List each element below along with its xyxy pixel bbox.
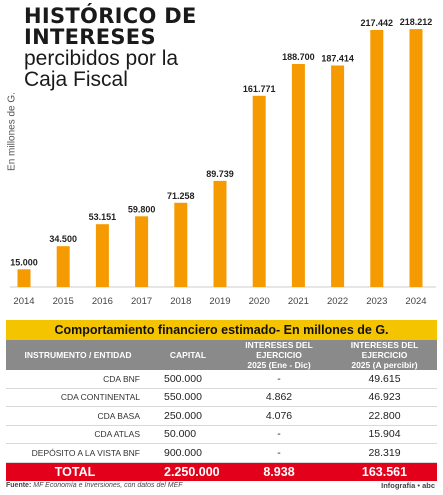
row-interest: 4.862: [226, 388, 332, 407]
bar-2019: [213, 180, 227, 287]
row-capital: 50.000: [150, 425, 226, 444]
title-line-2: INTERESES: [24, 25, 156, 49]
bar-2015: [56, 246, 70, 287]
bar-2014: [17, 269, 31, 287]
title-line-4: Caja Fiscal: [24, 68, 128, 91]
row-pending: 46.923: [332, 388, 437, 407]
value-label-2018: 71.258: [167, 191, 195, 201]
tick-label-2022: 2022: [327, 296, 348, 307]
table-header-row: INSTRUMENTO / ENTIDAD CAPITAL INTERESES …: [6, 340, 437, 370]
title-line-1: HISTÓRICO DE: [24, 4, 197, 28]
row-instrument: CDA ATLAS: [6, 425, 150, 444]
tick-label-2021: 2021: [288, 296, 309, 307]
financial-table: INSTRUMENTO / ENTIDAD CAPITAL INTERESES …: [6, 340, 437, 481]
row-instrument: CDA BNF: [6, 370, 150, 389]
total-pending: 163.561: [332, 462, 437, 481]
row-instrument: CDA BASA: [6, 406, 150, 426]
source-note: Fuente: MF Economía e Inversiones, con d…: [6, 482, 183, 489]
bar-chart: 15.000 34.500 53.151 59.800 71.258 89.739 161.…: [10, 17, 436, 307]
tick-label-2024: 2024: [405, 296, 426, 307]
value-labels-layer: 15.000 34.500 53.151 59.800 71.258 89.739 161.…: [10, 17, 432, 267]
row-capital: 900.000: [150, 443, 226, 463]
row-pending: 22.800: [332, 406, 437, 426]
bar-2017: [135, 216, 149, 287]
row-capital: 500.000: [150, 370, 226, 389]
title-line-3: percibidos por la: [24, 47, 179, 70]
value-label-2014: 15.000: [10, 257, 38, 267]
table-row: DEPÓSITO A LA VISTA BNF 900.000 - 28.319: [6, 443, 437, 463]
row-instrument: DEPÓSITO A LA VISTA BNF: [6, 443, 150, 463]
source-text: MF Economía e Inversiones, con datos del…: [33, 482, 183, 489]
bars-layer: [17, 29, 423, 287]
table-row: CDA CONTINENTAL 550.000 4.862 46.923: [6, 388, 437, 407]
table-title: Comportamiento financiero estimado- En m…: [6, 320, 437, 340]
value-label-2019: 89.739: [206, 169, 234, 179]
value-label-2015: 34.500: [49, 234, 77, 244]
header-interest-line1: INTERESES DEL EJERCICIO: [245, 340, 313, 360]
tick-label-2019: 2019: [209, 296, 230, 307]
bar-2023: [370, 30, 384, 287]
value-label-2020: 161.771: [243, 84, 276, 94]
row-interest: 4.076: [226, 406, 332, 426]
value-label-2017: 59.800: [128, 204, 156, 214]
row-pending: 49.615: [332, 370, 437, 389]
row-interest: -: [226, 425, 332, 444]
row-pending: 15.904: [332, 425, 437, 444]
tick-label-2020: 2020: [249, 296, 270, 307]
y-axis-label: En millones de G.: [6, 92, 18, 171]
header-interest: INTERESES DEL EJERCICIO 2025 (Ene - Dic): [226, 340, 332, 370]
header-pending-line1: INTERESES DEL EJERCICIO: [350, 340, 419, 360]
tick-label-2017: 2017: [131, 296, 152, 307]
value-label-2022: 187.414: [321, 54, 354, 64]
value-label-2024: 218.212: [400, 17, 433, 27]
row-capital: 550.000: [150, 388, 226, 407]
row-interest: -: [226, 370, 332, 389]
total-row: TOTAL 2.250.000 8.938 163.561: [6, 462, 437, 481]
header-interest-line2: 2025 (Ene - Dic): [247, 360, 311, 370]
tick-labels-layer: 2014 2015 2016 2017 2018 2019 2020 2021 2022 2023…: [13, 296, 426, 307]
total-interest: 8.938: [226, 462, 332, 481]
tick-label-2016: 2016: [92, 296, 113, 307]
bar-2020: [252, 95, 266, 287]
total-capital: 2.250.000: [150, 462, 226, 481]
header-pending: INTERESES DEL EJERCICIO 2025 (A percibir): [332, 340, 437, 370]
row-instrument: CDA CONTINENTAL: [6, 388, 150, 407]
tick-label-2015: 2015: [53, 296, 74, 307]
header-capital: CAPITAL: [150, 340, 226, 370]
row-capital: 250.000: [150, 406, 226, 426]
bar-2022: [331, 65, 345, 287]
bar-2016: [95, 224, 109, 287]
table-row: CDA ATLAS 50.000 - 15.904: [6, 425, 437, 444]
source-label: Fuente:: [6, 482, 32, 489]
value-label-2023: 217.442: [361, 18, 394, 28]
bar-2024: [409, 29, 423, 287]
row-interest: -: [226, 443, 332, 463]
value-label-2016: 53.151: [89, 212, 117, 222]
chart-title: HISTÓRICO DE INTERESES percibidos por la…: [24, 4, 214, 91]
value-label-2021: 188.700: [282, 52, 315, 62]
tick-label-2014: 2014: [13, 296, 34, 307]
total-label: TOTAL: [6, 462, 150, 481]
header-instrument: INSTRUMENTO / ENTIDAD: [6, 340, 150, 370]
bar-2021: [291, 64, 305, 287]
row-pending: 28.319: [332, 443, 437, 463]
header-pending-line2: 2025 (A percibir): [351, 360, 418, 370]
credit-note: Infografía • abc: [381, 481, 435, 490]
tick-label-2018: 2018: [170, 296, 191, 307]
tick-label-2023: 2023: [366, 296, 387, 307]
bar-2018: [174, 202, 188, 287]
table-row: CDA BNF 500.000 - 49.615: [6, 370, 437, 389]
table-row: CDA BASA 250.000 4.076 22.800: [6, 406, 437, 426]
